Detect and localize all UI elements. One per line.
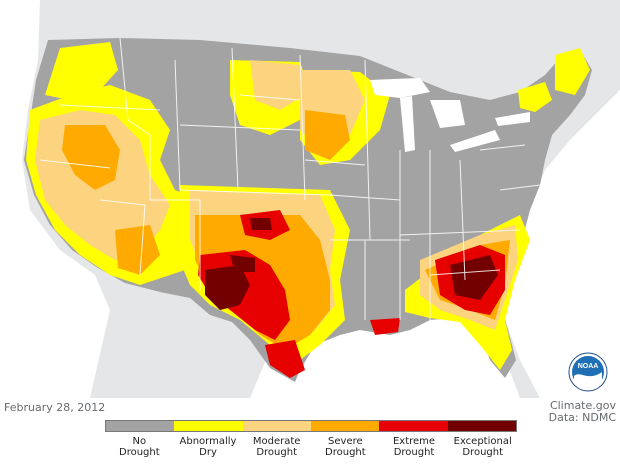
exceptional-drought-georgia [450, 255, 498, 300]
extreme-drought-louisiana [370, 318, 400, 335]
legend-label-abnormally-dry: Abnormally Dry [174, 436, 243, 458]
lake-superior [370, 78, 430, 98]
state-borders [39, 37, 541, 320]
legend-label-severe-drought: Severe Drought [311, 436, 380, 458]
legend-label-line: Drought [393, 447, 435, 458]
source-line-2: Data: NDMC [548, 411, 616, 424]
severe-drought-nevada [62, 125, 120, 190]
legend-swatch-severe-drought [310, 421, 380, 431]
source-line-1: Climate.gov [549, 399, 616, 412]
legend-label-line: Extreme [392, 436, 436, 447]
map-date: February 28, 2012 [4, 401, 106, 414]
legend-swatch-no-drought [106, 421, 175, 431]
legend-label-line: Drought [119, 447, 160, 458]
legend-label-line: Moderate [252, 436, 301, 447]
lake-erie [450, 130, 500, 152]
legend-label-line: Abnormally [179, 436, 237, 447]
drought-map: NOAA [0, 0, 620, 398]
legend-label-line: Dry [199, 447, 217, 458]
legend-label-moderate-drought: Moderate Drought [242, 436, 311, 458]
exceptional-drought-texas [205, 265, 250, 310]
pacific-ocean [0, 0, 110, 398]
legend-swatch-extreme-drought [379, 421, 448, 431]
abnormally-dry-northwest [45, 42, 118, 100]
legend-bar [105, 420, 517, 432]
severe-drought-iowa [305, 110, 350, 160]
legend-label-line: No [132, 436, 147, 447]
extreme-drought-south-texas [265, 340, 305, 378]
abnormally-dry-maine [555, 48, 590, 95]
lake-ontario [495, 112, 530, 126]
severe-drought-arizona [115, 225, 160, 275]
legend-swatch-moderate-drought [242, 421, 311, 431]
legend-label-line: Drought [462, 447, 504, 458]
legend-label-no-drought: No Drought [105, 436, 174, 458]
lake-michigan [400, 96, 415, 152]
drought-map-canvas [0, 0, 620, 398]
legend-label-line: Exceptional [453, 436, 512, 447]
legend-labels: No Drought Abnormally Dry Moderate Droug… [105, 436, 517, 458]
legend-label-line: Drought [256, 447, 297, 458]
noaa-logo-text: NOAA [578, 363, 599, 370]
legend-swatch-abnormally-dry [174, 421, 243, 431]
moderate-drought-north-dakota [250, 60, 305, 110]
noaa-logo: NOAA [568, 352, 608, 392]
legend-label-line: Severe [328, 436, 363, 447]
atlantic-ocean [505, 90, 620, 398]
legend-label-extreme-drought: Extreme Drought [380, 436, 449, 458]
exceptional-drought-oklahoma [250, 218, 272, 230]
legend-swatch-exceptional-drought [447, 421, 516, 431]
legend-label-line: Drought [325, 447, 366, 458]
abnormally-dry-new-england [518, 82, 552, 112]
source-credit: Climate.gov Data: NDMC [549, 400, 616, 424]
lake-huron [430, 100, 465, 128]
legend-label-exceptional-drought: Exceptional Drought [448, 436, 517, 458]
exceptional-drought-central-texas [230, 255, 255, 272]
